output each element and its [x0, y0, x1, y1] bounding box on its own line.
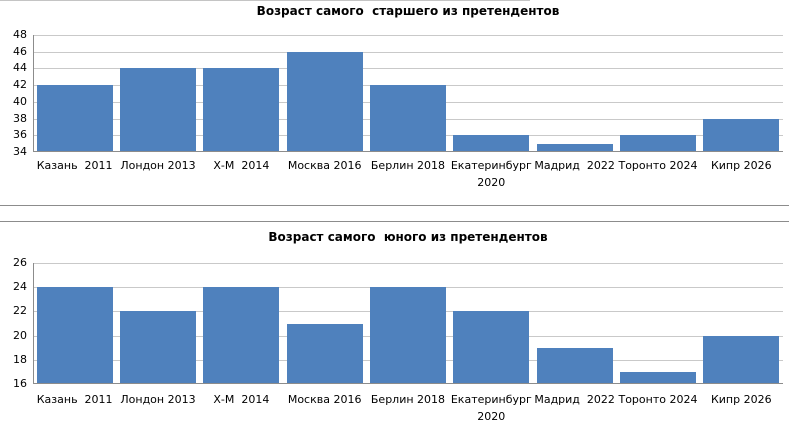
y-axis-tick-label: 40 [13, 95, 27, 108]
gridline [33, 52, 783, 53]
x-axis-category-label: Москва 2016 [287, 159, 362, 172]
bar [370, 287, 446, 384]
bar [286, 51, 363, 152]
y-axis-tick-label: 26 [13, 256, 27, 269]
y-axis-tick-label: 20 [13, 329, 27, 342]
bar-series [33, 35, 783, 152]
bar-slot [33, 35, 116, 152]
bar-slot [616, 35, 699, 152]
bar-slot [200, 35, 283, 152]
x-axis-category-label: Кипр 2026 [710, 393, 772, 406]
bar [120, 68, 196, 152]
bar-slot [533, 263, 616, 384]
x-axis-category-label: Х-М 2014 [213, 159, 270, 172]
bar-slot [700, 35, 783, 152]
bar-slot [616, 263, 699, 384]
bar [703, 118, 780, 152]
bar [453, 311, 530, 384]
bar [120, 311, 196, 384]
y-axis-tick-label: 22 [13, 304, 27, 317]
plot-area [33, 263, 783, 384]
y-axis-tick-label: 24 [13, 280, 27, 293]
gridline [33, 68, 783, 69]
x-axis-category-label: Екатеринбург 2020 [450, 393, 536, 423]
bar-slot [450, 35, 533, 152]
bar [536, 347, 613, 384]
y-axis-tick-label: 38 [13, 112, 27, 125]
bar [453, 135, 530, 152]
x-axis-category-label: Берлин 2018 [370, 159, 446, 172]
bar-slot [366, 263, 449, 384]
x-axis-category-label: Лондон 2013 [120, 159, 196, 172]
y-axis-tick-label: 34 [13, 145, 27, 158]
bar-series [33, 263, 783, 384]
gridline [33, 263, 783, 264]
x-axis-line [33, 383, 783, 384]
x-axis-category-label: Казань 2011 [36, 393, 113, 406]
bar [203, 68, 280, 152]
bar [36, 287, 113, 384]
y-axis-tick-label: 36 [13, 128, 27, 141]
divider-line-bottom [0, 221, 789, 222]
bar [370, 85, 446, 152]
x-axis-category-label: Торонто 2024 [618, 159, 698, 172]
y-axis-labels: 16 18 20 22 24 26 [0, 0, 27, 428]
x-axis-category-label: Екатеринбург 2020 [450, 159, 536, 189]
bar-slot [366, 35, 449, 152]
y-axis-tick-label: 42 [13, 78, 27, 91]
bar [620, 135, 696, 152]
bar-slot [533, 35, 616, 152]
x-axis-category-label: Москва 2016 [287, 393, 362, 406]
gridline [33, 35, 783, 36]
divider-line-top [0, 205, 789, 206]
x-axis-category-label: Мадрид 2022 [534, 159, 615, 172]
bar-slot [200, 263, 283, 384]
bar-slot [116, 263, 199, 384]
x-axis-category-label: Торонто 2024 [618, 393, 698, 406]
x-axis-category-label: Х-М 2014 [213, 393, 270, 406]
y-axis-tick-label: 16 [13, 377, 27, 390]
x-axis-category-label: Берлин 2018 [370, 393, 446, 406]
x-axis-line [33, 151, 783, 152]
x-axis-category-label: Лондон 2013 [120, 393, 196, 406]
bar-slot [450, 263, 533, 384]
bar-slot [283, 263, 366, 384]
bar-slot [700, 263, 783, 384]
y-axis-tick-label: 46 [13, 45, 27, 58]
y-axis-line [33, 35, 34, 152]
chart-title: Возраст самого старшего из претендентов [256, 4, 560, 18]
chart-title: Возраст самого юного из претендентов [268, 230, 548, 244]
partial-top-border-line [0, 0, 530, 1]
bar [36, 85, 113, 152]
bar [536, 143, 613, 152]
x-axis-category-label: Кипр 2026 [710, 159, 772, 172]
bar-slot [283, 35, 366, 152]
bar [620, 371, 696, 384]
bar [286, 323, 363, 384]
x-axis-category-label: Мадрид 2022 [534, 393, 615, 406]
bar-slot [33, 263, 116, 384]
y-axis-labels: 34 36 38 40 42 44 46 48 [0, 0, 27, 428]
x-axis-labels: Казань 2011 Лондон 2013 Х-М 2014 Москва 201… [33, 391, 783, 425]
bar [203, 287, 280, 384]
x-axis-category-label: Казань 2011 [36, 159, 113, 172]
y-axis-line [33, 263, 34, 384]
x-axis-labels: Казань 2011 Лондон 2013 Х-М 2014 Москва 201… [33, 157, 783, 191]
y-axis-tick-label: 18 [13, 353, 27, 366]
y-axis-tick-label: 48 [13, 28, 27, 41]
y-axis-tick-label: 44 [13, 61, 27, 74]
bar-slot [116, 35, 199, 152]
bar [703, 335, 780, 384]
plot-area [33, 35, 783, 152]
